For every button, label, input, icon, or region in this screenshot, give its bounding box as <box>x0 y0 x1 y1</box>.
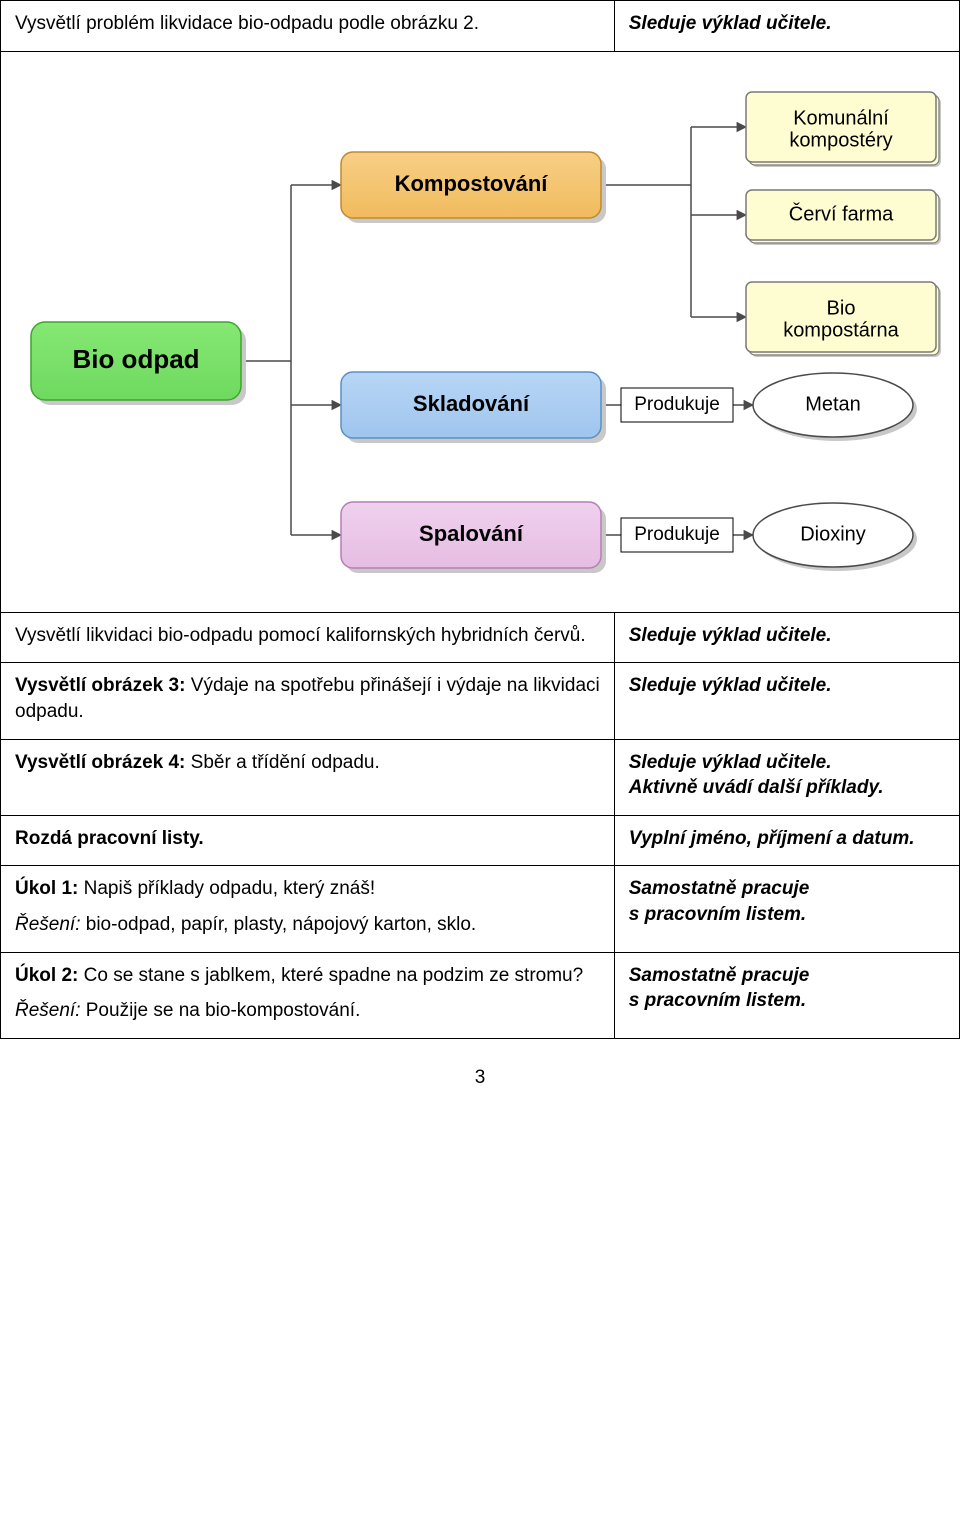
left-cell: Vysvětlí obrázek 4: Sběr a třídění odpad… <box>1 739 615 815</box>
flow-diagram: Bio odpad Kompostování Skladování Spalování… <box>11 72 951 592</box>
text-line: Úkol 2: Co se stane s jablkem, které spa… <box>15 963 600 989</box>
svg-text:Spalování: Spalování <box>419 520 524 545</box>
text-line: Aktivně uvádí další příklady. <box>629 775 945 801</box>
diagram-row: Bio odpad Kompostování Skladování Spalování… <box>1 51 960 612</box>
text-line: Úkol 1: Napiš příklady odpadu, který zná… <box>15 876 600 902</box>
right-cell: Samostatně pracuje s pracovním listem. <box>614 866 959 952</box>
text-line: Vysvětlí obrázek 4: Sběr a třídění odpad… <box>15 750 600 776</box>
left-cell: Rozdá pracovní listy. <box>1 815 615 866</box>
svg-text:Metan: Metan <box>805 393 861 415</box>
text-bold: Úkol 2: <box>15 965 78 986</box>
text-line: Rozdá pracovní listy. <box>15 826 600 852</box>
right-cell: Vyplní jméno, příjmení a datum. <box>614 815 959 866</box>
document-table: Vysvětlí problém likvidace bio-odpadu po… <box>0 0 960 1039</box>
text-plain: bio-odpad, papír, plasty, nápojový karto… <box>80 914 476 935</box>
left-cell: Vysvětlí problém likvidace bio-odpadu po… <box>1 1 615 52</box>
text-plain: Použije se na bio-kompostování. <box>80 1000 360 1021</box>
svg-text:Skladování: Skladování <box>413 390 530 415</box>
svg-text:Kompostování: Kompostování <box>395 170 549 195</box>
left-cell: Vysvětlí obrázek 3: Výdaje na spotřebu p… <box>1 663 615 739</box>
text-line: Samostatně pracuje <box>629 876 945 902</box>
text-line: Vyplní jméno, příjmení a datum. <box>629 826 945 852</box>
text-line: Sleduje výklad učitele. <box>629 11 945 37</box>
right-cell: Sleduje výklad učitele. <box>614 1 959 52</box>
text-line: Řešení: Použije se na bio-kompostování. <box>15 998 600 1024</box>
svg-text:kompostárna: kompostárna <box>783 319 899 341</box>
text-line: Sleduje výklad učitele. <box>629 623 945 649</box>
text-line: s pracovním listem. <box>629 902 945 928</box>
text-plain: Co se stane s jablkem, které spadne na p… <box>78 965 583 986</box>
table-row: Vysvětlí obrázek 4: Sběr a třídění odpad… <box>1 739 960 815</box>
table-row: Vysvětlí problém likvidace bio-odpadu po… <box>1 1 960 52</box>
text-plain: Sběr a třídění odpadu. <box>185 752 379 773</box>
text-line: s pracovním listem. <box>629 988 945 1014</box>
text-bold: Vysvětlí obrázek 4: <box>15 752 185 773</box>
page-number: 3 <box>0 1039 960 1089</box>
diagram-cell: Bio odpad Kompostování Skladování Spalování… <box>1 51 960 612</box>
text-line: Samostatně pracuje <box>629 963 945 989</box>
text-plain: Napiš příklady odpadu, který znáš! <box>78 878 375 899</box>
right-cell: Samostatně pracuje s pracovním listem. <box>614 952 959 1038</box>
svg-text:Červí farma: Červí farma <box>789 202 894 225</box>
svg-text:Bio odpad: Bio odpad <box>72 344 199 374</box>
left-cell: Vysvětlí likvidaci bio-odpadu pomocí kal… <box>1 612 615 663</box>
left-cell: Úkol 1: Napiš příklady odpadu, který zná… <box>1 866 615 952</box>
table-row: Vysvětlí obrázek 3: Výdaje na spotřebu p… <box>1 663 960 739</box>
table-row: Vysvětlí likvidaci bio-odpadu pomocí kal… <box>1 612 960 663</box>
svg-text:Bio: Bio <box>827 297 856 319</box>
left-cell: Úkol 2: Co se stane s jablkem, které spa… <box>1 952 615 1038</box>
svg-text:Dioxiny: Dioxiny <box>800 523 866 545</box>
svg-text:kompostéry: kompostéry <box>789 129 892 151</box>
right-cell: Sleduje výklad učitele. <box>614 663 959 739</box>
svg-text:Produkuje: Produkuje <box>634 524 720 545</box>
text-ital: Řešení: <box>15 1000 80 1021</box>
table-row: Úkol 2: Co se stane s jablkem, které spa… <box>1 952 960 1038</box>
text-line: Řešení: bio-odpad, papír, plasty, nápojo… <box>15 912 600 938</box>
right-cell: Sleduje výklad učitele. Aktivně uvádí da… <box>614 739 959 815</box>
svg-text:Produkuje: Produkuje <box>634 394 720 415</box>
text-line: Sleduje výklad učitele. <box>629 750 945 776</box>
right-cell: Sleduje výklad učitele. <box>614 612 959 663</box>
text-line: Vysvětlí obrázek 3: Výdaje na spotřebu p… <box>15 673 600 724</box>
text-bold: Vysvětlí obrázek 3: <box>15 675 185 696</box>
text-line: Vysvětlí problém likvidace bio-odpadu po… <box>15 11 600 37</box>
svg-text:Komunální: Komunální <box>793 107 889 129</box>
text-line: Vysvětlí likvidaci bio-odpadu pomocí kal… <box>15 623 600 649</box>
table-row: Úkol 1: Napiš příklady odpadu, který zná… <box>1 866 960 952</box>
text-bold: Úkol 1: <box>15 878 78 899</box>
table-row: Rozdá pracovní listy. Vyplní jméno, příj… <box>1 815 960 866</box>
text-ital: Řešení: <box>15 914 80 935</box>
text-line: Sleduje výklad učitele. <box>629 673 945 699</box>
